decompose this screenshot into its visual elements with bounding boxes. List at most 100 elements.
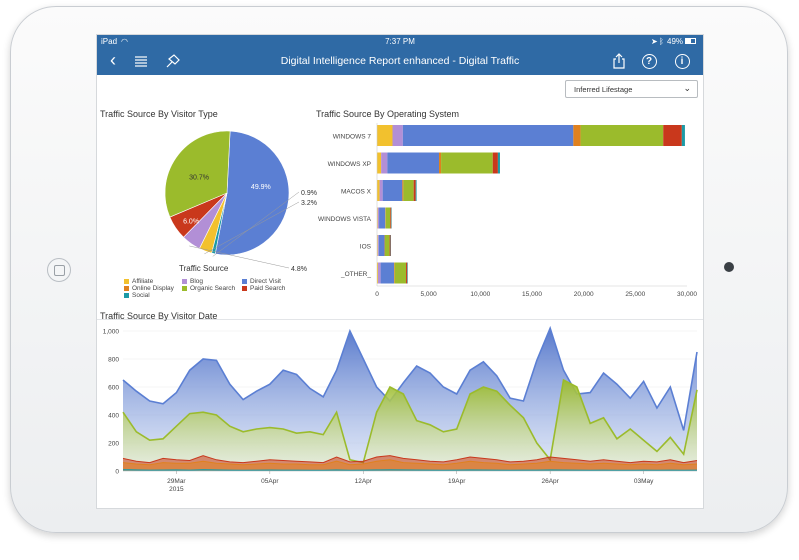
bar-x-tick-label: 15,000 <box>522 291 542 298</box>
legend-item: Direct Visit <box>242 278 281 285</box>
bar-segment <box>377 262 379 284</box>
bar-x-tick-label: 20,000 <box>574 291 594 298</box>
bar-segment <box>394 262 395 284</box>
area-series-line <box>122 469 698 471</box>
bar-segment <box>402 180 404 201</box>
bar-category-label: MACOS X <box>341 189 372 196</box>
bar-segment <box>380 262 395 284</box>
share-icon-graphic <box>613 53 625 69</box>
area-series-line <box>122 459 698 466</box>
legend-label: Organic Search <box>190 285 236 292</box>
legend-swatch <box>124 278 129 284</box>
list-icon[interactable] <box>131 51 151 71</box>
camera-dot <box>724 262 734 272</box>
bar-segment <box>392 125 403 146</box>
bar-category-label: WINDOWS VISTA <box>318 216 372 223</box>
bar-x-tick-label: 10,000 <box>470 291 490 298</box>
bar-segment <box>681 125 685 146</box>
bar-segment <box>387 152 439 174</box>
legend-swatch <box>242 285 247 291</box>
bar-segment <box>439 152 442 174</box>
back-icon[interactable]: ‹ <box>110 49 116 70</box>
bar-segment <box>382 180 403 201</box>
bar-chart-title: Traffic Source By Operating System <box>316 109 460 119</box>
bar-segment <box>573 125 581 146</box>
bar-x-tick-label: 5,000 <box>421 291 438 298</box>
pie-chart-title: Traffic Source By Visitor Type <box>100 109 218 119</box>
bar-segment <box>389 235 391 256</box>
status-bar: iPad ◠ 7:37 PM ➤ ᛒ 49% <box>97 35 703 48</box>
area-fill <box>123 380 697 471</box>
help-icon[interactable]: ? <box>639 51 659 71</box>
bar-segment <box>415 180 417 201</box>
bar-segment <box>378 235 385 256</box>
share-icon[interactable] <box>609 51 629 71</box>
legend-item: Online Display <box>124 285 174 292</box>
bar-segment <box>377 152 382 174</box>
pin-icon-graphic <box>166 54 180 68</box>
bar-segment <box>663 125 682 146</box>
legend-label: Blog <box>190 278 204 285</box>
screen: iPad ◠ 7:37 PM ➤ ᛒ 49% ‹ Digital Intelli… <box>96 34 704 509</box>
legend-title: Traffic Source <box>179 264 229 273</box>
bar-segment <box>377 125 393 146</box>
pie-leader-line <box>189 245 290 269</box>
bar-segment <box>384 235 390 256</box>
bar-segment <box>407 262 408 284</box>
bar-segment <box>379 207 386 229</box>
report-title: Digital Intelligence Report enhanced - D… <box>280 55 520 67</box>
bar-segment <box>385 207 391 229</box>
pie-slice <box>164 130 231 218</box>
pie-label: 0.9% <box>301 190 317 197</box>
legend-label: Online Display <box>132 285 174 292</box>
nav-bar: ‹ Digital Intelligence Report enhanced -… <box>97 48 703 75</box>
lifestage-dropdown[interactable]: Inferred Lifestage ⌄ <box>565 80 698 98</box>
area-chart-title: Traffic Source By Visitor Date <box>100 311 218 321</box>
bar-x-tick-label: 25,000 <box>625 291 645 298</box>
area-y-tick-label: 200 <box>108 441 119 448</box>
info-icon-glyph: i <box>674 53 690 69</box>
area-x-tick-sublabel: 2015 <box>169 486 184 493</box>
legend-label: Direct Visit <box>250 278 281 285</box>
pie-slice <box>214 130 290 256</box>
legend-item: Affiliate <box>124 278 153 285</box>
area-y-tick-label: 400 <box>108 413 119 420</box>
pie-label: 6.0% <box>183 218 199 225</box>
bar-category-label: WINDOWS 7 <box>333 134 372 141</box>
bar-segment <box>377 207 378 229</box>
legend-item: Organic Search <box>182 285 235 292</box>
legend-label: Affiliate <box>132 278 154 285</box>
battery-percent: 49% <box>667 37 684 46</box>
bar-segment <box>492 152 498 174</box>
pie-leader-line <box>204 201 300 255</box>
home-button[interactable] <box>47 258 71 282</box>
bar-segment <box>377 180 380 201</box>
pie-leader-line <box>212 191 300 257</box>
info-icon[interactable]: i <box>672 51 692 71</box>
bar-x-tick-label: 30,000 <box>677 291 697 298</box>
legend-swatch <box>182 285 187 291</box>
help-icon-glyph: ? <box>641 53 657 69</box>
list-icon-graphic <box>135 56 147 67</box>
legend-label: Paid Search <box>250 285 286 292</box>
pie-label: 30.7% <box>189 174 209 181</box>
bar-segment <box>441 152 493 174</box>
area-series-line <box>122 455 698 464</box>
legend-swatch <box>242 278 247 284</box>
pin-icon[interactable] <box>163 51 183 71</box>
bar-segment <box>497 152 500 174</box>
bar-segment <box>390 207 392 229</box>
bar-segment <box>413 180 416 201</box>
area-x-tick-label: 26Apr <box>541 478 559 485</box>
area-x-tick-label: 29Mar <box>167 478 186 485</box>
battery-icon <box>685 38 696 44</box>
pie-label: 4.8% <box>291 266 307 273</box>
area-series-line <box>122 325 698 431</box>
legend-item: Social <box>124 292 150 299</box>
area-y-tick-label: 800 <box>108 357 119 364</box>
bar-segment <box>378 262 381 284</box>
bar-segment <box>394 262 407 284</box>
pie-label: 49.9% <box>251 184 271 191</box>
bar-segment <box>580 125 664 146</box>
section-divider <box>97 319 703 320</box>
